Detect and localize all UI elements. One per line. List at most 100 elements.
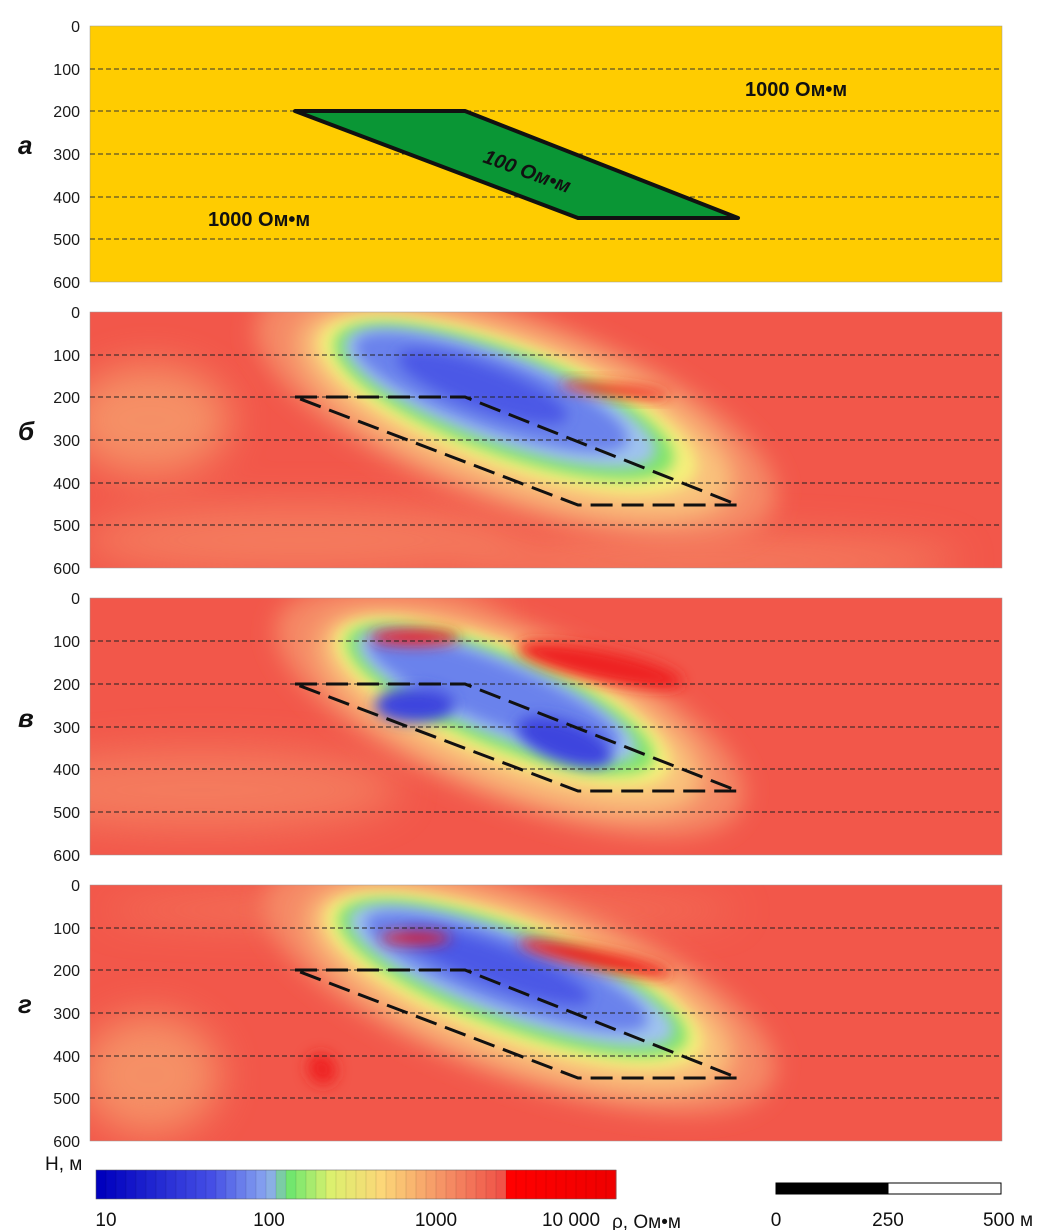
colorbar-cell bbox=[415, 1169, 427, 1200]
resistivity-section-b bbox=[90, 312, 1002, 568]
colorbar-tick-label: 10 bbox=[95, 1210, 116, 1230]
colorbar-cell bbox=[345, 1169, 357, 1200]
colorbar-cell bbox=[375, 1169, 387, 1200]
colorbar-cell bbox=[595, 1169, 607, 1200]
colorbar-cell bbox=[565, 1169, 577, 1200]
colorbar-cell bbox=[245, 1169, 257, 1200]
colorbar-cell bbox=[105, 1169, 117, 1200]
depth-tick: 200 bbox=[53, 677, 80, 694]
true-body-outline bbox=[294, 395, 739, 507]
colorbar-cell bbox=[115, 1169, 127, 1200]
depth-tick: 100 bbox=[53, 921, 80, 938]
depth-tick: 100 bbox=[53, 62, 80, 79]
colorbar-unit-label: ρ, Ом•м bbox=[612, 1212, 681, 1230]
colorbar-cell bbox=[455, 1169, 467, 1200]
depth-tick: 300 bbox=[53, 147, 80, 164]
depth-tick: 400 bbox=[53, 762, 80, 779]
panel-a: 1000 Ом•м 1000 Ом•м 100 Ом•м а 0 100 200… bbox=[18, 19, 1003, 292]
depth-tick: 300 bbox=[53, 720, 80, 737]
colorbar-cell bbox=[175, 1169, 187, 1200]
depth-tick: 600 bbox=[53, 1134, 80, 1151]
colorbar-cell bbox=[555, 1169, 567, 1200]
colorbar-cell bbox=[475, 1169, 487, 1200]
colorbar-cell bbox=[435, 1169, 447, 1200]
depth-tick: 600 bbox=[53, 275, 80, 292]
colorbar-cell bbox=[445, 1169, 457, 1200]
depth-tick: 300 bbox=[53, 1006, 80, 1023]
colorbar-cell bbox=[265, 1169, 277, 1200]
scalebar-tick-label: 0 bbox=[771, 1210, 782, 1230]
depth-tick: 0 bbox=[71, 591, 80, 608]
colorbar-tick-label: 100 bbox=[253, 1210, 285, 1230]
colorbar-tick-label: 1000 bbox=[415, 1210, 457, 1230]
colorbar-cell bbox=[405, 1169, 417, 1200]
colorbar: 10 100 1000 10 000 ρ, Ом•м bbox=[95, 1169, 681, 1230]
true-body-outline bbox=[294, 968, 739, 1080]
host-resistivity-label-bottom: 1000 Ом•м bbox=[208, 209, 310, 231]
depth-tick: 0 bbox=[71, 878, 80, 895]
colorbar-cell bbox=[535, 1169, 547, 1200]
colorbar-cell bbox=[585, 1169, 597, 1200]
panel-label-b: б bbox=[18, 416, 35, 446]
depth-gridlines bbox=[90, 927, 1002, 1099]
colorbar-cell bbox=[335, 1169, 347, 1200]
scalebar-tick-label: 250 bbox=[872, 1210, 904, 1230]
colorbar-cell bbox=[505, 1169, 517, 1200]
depth-tick: 600 bbox=[53, 561, 80, 578]
depth-tick: 0 bbox=[71, 305, 80, 322]
depth-tick: 200 bbox=[53, 104, 80, 121]
conductive-body bbox=[293, 109, 740, 220]
colorbar-cell bbox=[355, 1169, 367, 1200]
panel-v: в 0 100 200 300 400 500 600 bbox=[18, 591, 1003, 865]
panel-label-a: а bbox=[18, 130, 32, 160]
colorbar-cell bbox=[255, 1169, 267, 1200]
depth-gridlines bbox=[90, 640, 1002, 813]
colorbar-tick-label: 10 000 bbox=[542, 1210, 600, 1230]
resistivity-section-v bbox=[90, 598, 1002, 855]
depth-tick: 400 bbox=[53, 190, 80, 207]
colorbar-cell bbox=[235, 1169, 247, 1200]
depth-tick: 600 bbox=[53, 848, 80, 865]
colorbar-cell bbox=[185, 1169, 197, 1200]
panel-g: г 0 100 200 300 400 500 600 bbox=[18, 878, 1003, 1151]
colorbar-cell bbox=[395, 1169, 407, 1200]
depth-tick: 500 bbox=[53, 518, 80, 535]
colorbar-cell bbox=[305, 1169, 317, 1200]
colorbar-cell bbox=[205, 1169, 217, 1200]
depth-ticks-g: 0 100 200 300 400 500 600 bbox=[53, 878, 80, 1151]
colorbar-cell bbox=[575, 1169, 587, 1200]
colorbar-cell bbox=[155, 1169, 167, 1200]
depth-ticks-a: 0 100 200 300 400 500 600 bbox=[53, 19, 80, 292]
depth-tick: 300 bbox=[53, 433, 80, 450]
colorbar-cell bbox=[325, 1169, 337, 1200]
colorbar-cell bbox=[95, 1169, 107, 1200]
panel-label-g: г bbox=[18, 989, 32, 1019]
depth-tick: 500 bbox=[53, 1091, 80, 1108]
resistivity-section-g bbox=[90, 885, 1002, 1141]
depth-axis-label: H, м bbox=[45, 1154, 82, 1175]
depth-tick: 400 bbox=[53, 476, 80, 493]
colorbar-cell bbox=[315, 1169, 327, 1200]
depth-gridlines bbox=[90, 354, 1002, 526]
colorbar-cell bbox=[125, 1169, 137, 1200]
colorbar-cell bbox=[515, 1169, 527, 1200]
colorbar-cell bbox=[425, 1169, 437, 1200]
depth-tick: 500 bbox=[53, 232, 80, 249]
colorbar-cell bbox=[165, 1169, 177, 1200]
depth-tick: 200 bbox=[53, 390, 80, 407]
colorbar-cell bbox=[215, 1169, 227, 1200]
scalebar: 0 250 500 м bbox=[771, 1182, 1033, 1230]
depth-gridlines bbox=[90, 68, 1002, 240]
host-resistivity-label-top: 1000 Ом•м bbox=[745, 79, 847, 101]
colorbar-cells bbox=[95, 1169, 617, 1200]
colorbar-cell bbox=[285, 1169, 297, 1200]
depth-tick: 100 bbox=[53, 634, 80, 651]
true-body-outline bbox=[294, 682, 739, 793]
depth-ticks-v: 0 100 200 300 400 500 600 bbox=[53, 591, 80, 865]
colorbar-cell bbox=[465, 1169, 477, 1200]
depth-tick: 400 bbox=[53, 1049, 80, 1066]
colorbar-cell bbox=[605, 1169, 617, 1200]
colorbar-cell bbox=[195, 1169, 207, 1200]
depth-tick: 500 bbox=[53, 805, 80, 822]
